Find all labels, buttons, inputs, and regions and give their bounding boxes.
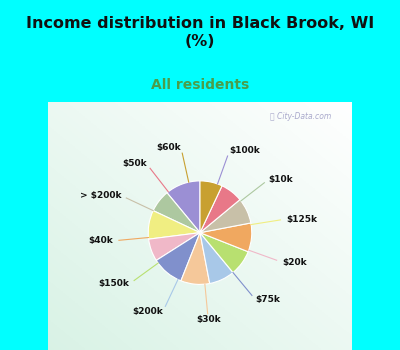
Text: $125k: $125k	[286, 215, 317, 224]
Text: $20k: $20k	[282, 258, 306, 267]
Wedge shape	[200, 233, 248, 273]
Wedge shape	[200, 186, 240, 233]
Wedge shape	[200, 199, 251, 233]
Text: $150k: $150k	[99, 279, 130, 288]
Text: $40k: $40k	[89, 236, 114, 245]
Wedge shape	[200, 181, 222, 233]
Wedge shape	[149, 233, 200, 260]
Text: $50k: $50k	[122, 160, 147, 168]
Wedge shape	[200, 223, 252, 252]
Wedge shape	[167, 181, 200, 233]
Wedge shape	[181, 233, 210, 285]
Text: $60k: $60k	[156, 143, 181, 152]
Text: $75k: $75k	[256, 295, 280, 304]
Wedge shape	[148, 211, 200, 239]
Text: Income distribution in Black Brook, WI
(%): Income distribution in Black Brook, WI (…	[26, 16, 374, 49]
Text: All residents: All residents	[151, 78, 249, 92]
Text: > $200k: > $200k	[80, 191, 121, 200]
Text: $10k: $10k	[269, 175, 293, 184]
Text: $30k: $30k	[196, 315, 220, 324]
Wedge shape	[156, 233, 200, 281]
Wedge shape	[153, 193, 200, 233]
Text: $200k: $200k	[132, 307, 163, 316]
Wedge shape	[200, 233, 233, 284]
Text: $100k: $100k	[230, 146, 260, 155]
Text: ⓘ City-Data.com: ⓘ City-Data.com	[270, 112, 331, 121]
